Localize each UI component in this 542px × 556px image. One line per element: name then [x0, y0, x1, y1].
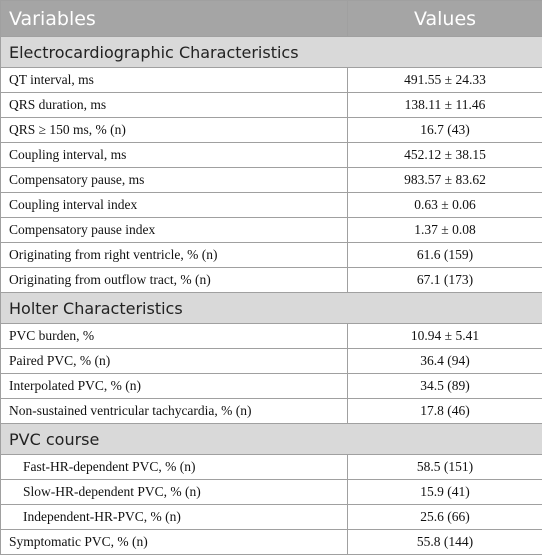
column-header: Variables	[0, 0, 348, 37]
data-row: Fast-HR-dependent PVC, % (n) 58.5 (151)	[0, 454, 542, 480]
data-row: Non-sustained ventricular tachycardia, %…	[0, 398, 542, 424]
variable-value: 138.11 ± 11.46	[347, 92, 542, 118]
variable-value: 15.9 (41)	[347, 479, 542, 505]
variable-label: Compensatory pause, ms	[0, 167, 348, 193]
column-header: Values	[347, 0, 542, 37]
variable-label: Slow-HR-dependent PVC, % (n)	[0, 479, 348, 505]
data-row: Symptomatic PVC, % (n) 55.8 (144)	[0, 529, 542, 555]
variable-label: Symptomatic PVC, % (n)	[0, 529, 348, 555]
data-row: Independent-HR-PVC, % (n) 25.6 (66)	[0, 504, 542, 530]
variable-label: QRS ≥ 150 ms, % (n)	[0, 117, 348, 143]
variable-label: Paired PVC, % (n)	[0, 348, 348, 374]
data-row: Interpolated PVC, % (n) 34.5 (89)	[0, 373, 542, 399]
variable-value: 17.8 (46)	[347, 398, 542, 424]
data-row: PVC burden, % 10.94 ± 5.41	[0, 323, 542, 349]
variable-value: 1.37 ± 0.08	[347, 217, 542, 243]
data-row: QT interval, ms 491.55 ± 24.33	[0, 67, 542, 93]
variable-label: Coupling interval, ms	[0, 142, 348, 168]
header-row: Variables Values	[0, 0, 542, 37]
data-row: Slow-HR-dependent PVC, % (n) 15.9 (41)	[0, 479, 542, 505]
variable-value: 67.1 (173)	[347, 267, 542, 293]
variable-value: 25.6 (66)	[347, 504, 542, 530]
variable-value: 0.63 ± 0.06	[347, 192, 542, 218]
variable-value: 61.6 (159)	[347, 242, 542, 268]
variable-label: Originating from outflow tract, % (n)	[0, 267, 348, 293]
variable-value: 16.7 (43)	[347, 117, 542, 143]
data-row: Coupling interval index 0.63 ± 0.06	[0, 192, 542, 218]
variable-label: Fast-HR-dependent PVC, % (n)	[0, 454, 348, 480]
section-row: PVC course	[0, 423, 542, 455]
variable-value: 36.4 (94)	[347, 348, 542, 374]
data-row: Compensatory pause index 1.37 ± 0.08	[0, 217, 542, 243]
variable-value: 10.94 ± 5.41	[347, 323, 542, 349]
data-row: Paired PVC, % (n) 36.4 (94)	[0, 348, 542, 374]
variable-value: 55.8 (144)	[347, 529, 542, 555]
variable-label: Non-sustained ventricular tachycardia, %…	[0, 398, 348, 424]
variable-value: 452.12 ± 38.15	[347, 142, 542, 168]
section-row: Electrocardiographic Characteristics	[0, 36, 542, 68]
variable-label: Interpolated PVC, % (n)	[0, 373, 348, 399]
variable-value: 491.55 ± 24.33	[347, 67, 542, 93]
data-row: Originating from outflow tract, % (n) 67.…	[0, 267, 542, 293]
section-title: PVC course	[0, 423, 542, 455]
variable-value: 58.5 (151)	[347, 454, 542, 480]
variable-value: 34.5 (89)	[347, 373, 542, 399]
variable-label: Originating from right ventricle, % (n)	[0, 242, 348, 268]
data-row: Originating from right ventricle, % (n) 6…	[0, 242, 542, 268]
data-row: Compensatory pause, ms 983.57 ± 83.62	[0, 167, 542, 193]
variable-label: Coupling interval index	[0, 192, 348, 218]
data-row: QRS duration, ms 138.11 ± 11.46	[0, 92, 542, 118]
section-row: Holter Characteristics	[0, 292, 542, 324]
variable-label: QT interval, ms	[0, 67, 348, 93]
data-row: Coupling interval, ms 452.12 ± 38.15	[0, 142, 542, 168]
variable-label: Independent-HR-PVC, % (n)	[0, 504, 348, 530]
variable-label: QRS duration, ms	[0, 92, 348, 118]
section-title: Electrocardiographic Characteristics	[0, 36, 542, 68]
variable-value: 983.57 ± 83.62	[347, 167, 542, 193]
variable-label: PVC burden, %	[0, 323, 348, 349]
data-row: QRS ≥ 150 ms, % (n) 16.7 (43)	[0, 117, 542, 143]
section-title: Holter Characteristics	[0, 292, 542, 324]
variable-label: Compensatory pause index	[0, 217, 348, 243]
